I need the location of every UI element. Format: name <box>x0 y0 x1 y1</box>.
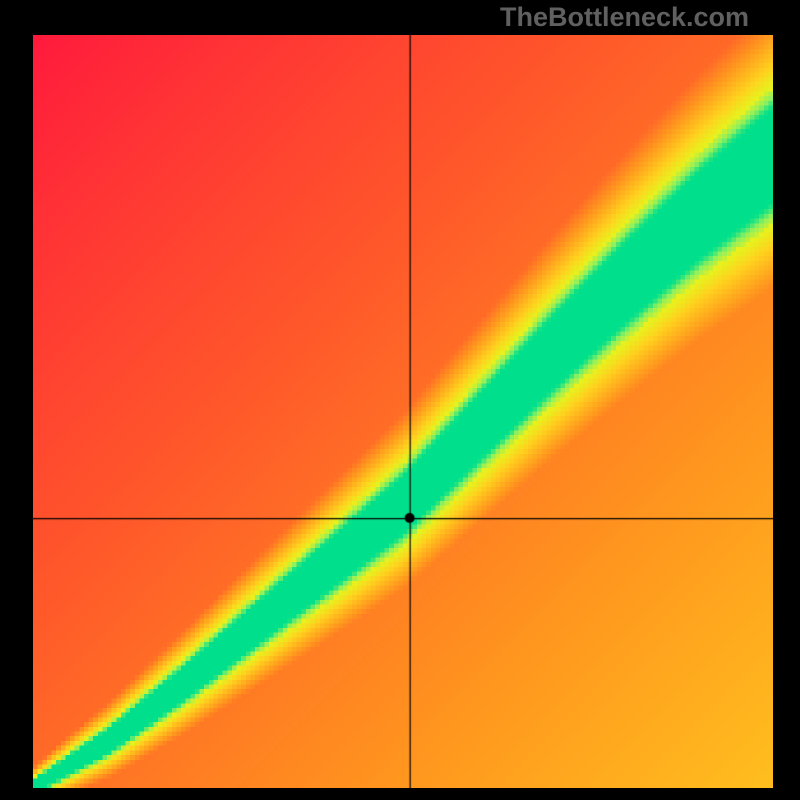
chart-stage: TheBottleneck.com <box>0 0 800 800</box>
watermark-text: TheBottleneck.com <box>500 2 749 33</box>
bottleneck-heatmap <box>33 35 773 788</box>
